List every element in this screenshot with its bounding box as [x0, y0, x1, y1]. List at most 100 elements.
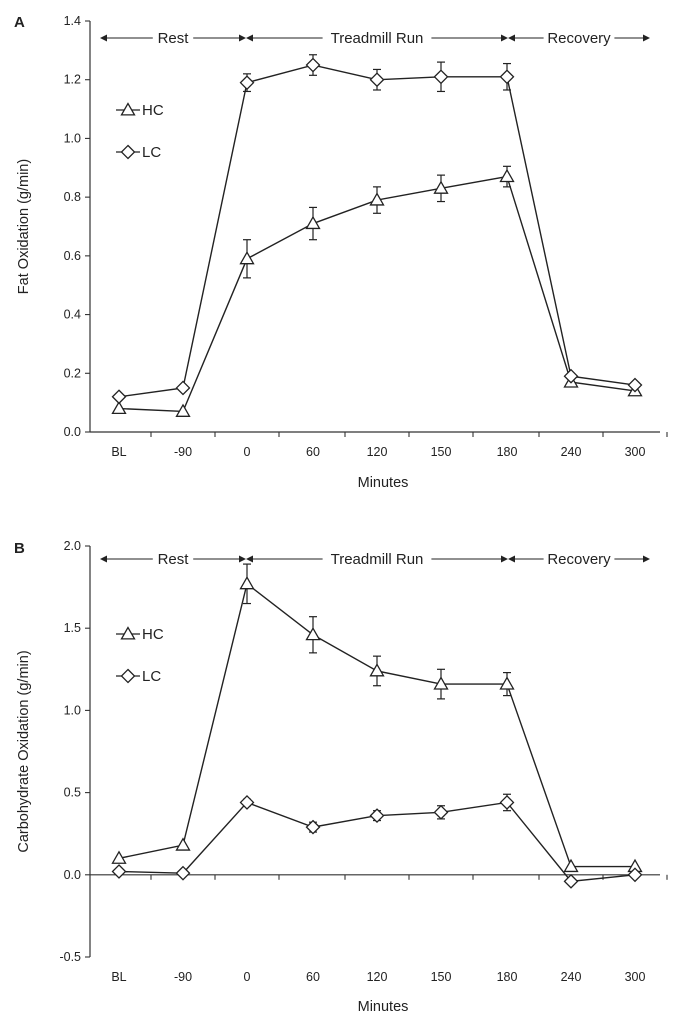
x-tick-label: 180 — [497, 445, 518, 459]
data-point — [175, 837, 191, 851]
phase-label: Recovery — [547, 551, 611, 568]
data-point — [239, 75, 255, 91]
data-point — [369, 192, 385, 206]
phase-treadmill-run: Treadmill Run — [246, 551, 508, 568]
data-point — [305, 57, 321, 73]
data-point — [369, 808, 385, 824]
y-axis-title: Fat Oxidation (g/min) — [16, 159, 32, 294]
triangle-icon — [120, 626, 136, 640]
series-lc — [111, 793, 643, 889]
legend-label: LC — [142, 144, 161, 161]
y-tick-label: 0.0 — [64, 425, 81, 439]
y-tick-label: 1.4 — [64, 14, 81, 28]
data-point — [433, 180, 449, 194]
legend-entry-lc: LC — [116, 668, 161, 685]
chart-panel-A: A 0.0 0.2 0.4 0.6 0.8 1.0 1.2 1.4 BL -90 0 60 120 150 1… — [14, 14, 668, 491]
phase-arrow-head-right — [501, 555, 508, 563]
phase-arrow-head-left — [246, 555, 253, 563]
data-point — [369, 663, 385, 677]
phase-label: Treadmill Run — [331, 30, 424, 47]
x-tick-label: -90 — [174, 970, 192, 984]
x-axis-title: Minutes — [358, 475, 409, 491]
data-point — [433, 69, 449, 85]
data-point — [175, 380, 191, 396]
phase-label: Rest — [158, 551, 190, 568]
y-tick-label: 1.0 — [64, 131, 81, 145]
x-tick-label: 60 — [306, 970, 320, 984]
series-line — [118, 582, 635, 868]
y-tick-label: 1.2 — [64, 73, 81, 87]
x-axis-title: Minutes — [358, 999, 409, 1015]
phase-arrow-head-left — [508, 34, 515, 42]
chart-panel-B: B -0.5 0.0 0.5 1.0 1.5 2.0 BL -90 0 60 120 150 180 240… — [14, 539, 668, 1015]
y-tick-label: 0.2 — [64, 366, 81, 380]
series-hc — [111, 563, 643, 873]
data-point — [111, 400, 127, 415]
phase-label: Treadmill Run — [331, 551, 424, 568]
phase-arrow-head-right — [643, 555, 650, 563]
data-point — [563, 858, 579, 873]
phase-rest: Rest — [100, 30, 246, 47]
legend-label: LC — [142, 668, 161, 685]
phase-arrow-head-left — [246, 34, 253, 42]
data-point — [563, 368, 579, 384]
phase-arrow-head-left — [100, 555, 107, 563]
x-tick-label: BL — [111, 970, 126, 984]
data-point — [305, 626, 321, 641]
y-tick-label: -0.5 — [59, 950, 81, 964]
phase-arrow-head-left — [508, 555, 515, 563]
legend-entry-hc: HC — [116, 102, 164, 119]
data-point — [111, 850, 127, 864]
data-point — [175, 865, 191, 881]
phase-recovery: Recovery — [508, 551, 650, 568]
data-point — [239, 250, 255, 265]
x-tick-label: 300 — [625, 970, 646, 984]
phase-recovery: Recovery — [508, 30, 650, 47]
x-tick-label: 0 — [244, 970, 251, 984]
phase-treadmill-run: Treadmill Run — [246, 30, 508, 47]
x-tick-label: 0 — [244, 445, 251, 459]
x-tick-label: 300 — [625, 445, 646, 459]
x-tick-label: 120 — [367, 445, 388, 459]
data-point — [111, 864, 127, 879]
legend-entry-lc: LC — [116, 144, 161, 161]
data-point — [499, 69, 515, 85]
phase-arrow-head-right — [239, 34, 246, 42]
y-tick-label: 0.8 — [64, 190, 81, 204]
triangle-icon — [120, 102, 136, 116]
data-point — [433, 676, 449, 690]
x-tick-label: -90 — [174, 445, 192, 459]
x-tick-label: 150 — [431, 445, 452, 459]
data-point — [499, 676, 515, 690]
panel-label: A — [14, 14, 25, 31]
data-point — [175, 403, 191, 417]
series-hc — [111, 165, 643, 417]
series-lc — [111, 54, 643, 405]
data-point — [433, 804, 449, 820]
x-tick-label: 120 — [367, 970, 388, 984]
y-tick-label: 0.5 — [64, 786, 81, 800]
x-tick-label: 240 — [561, 970, 582, 984]
phase-arrow-head-left — [100, 34, 107, 42]
data-point — [369, 72, 385, 88]
y-tick-label: 0.6 — [64, 249, 81, 263]
y-axis-title: Carbohydrate Oxidation (g/min) — [16, 650, 32, 852]
phase-rest: Rest — [100, 551, 246, 568]
legend-label: HC — [142, 626, 164, 643]
data-point — [627, 867, 643, 883]
diamond-icon — [120, 668, 136, 684]
data-point — [627, 377, 643, 393]
y-tick-label: 1.0 — [64, 703, 81, 717]
diamond-icon — [120, 144, 136, 160]
data-point — [499, 795, 515, 810]
x-tick-label: BL — [111, 445, 126, 459]
phase-label: Rest — [158, 30, 190, 47]
x-tick-label: 240 — [561, 445, 582, 459]
phase-arrow-head-right — [239, 555, 246, 563]
phase-label: Recovery — [547, 30, 611, 47]
legend-entry-hc: HC — [116, 626, 164, 643]
data-point — [305, 819, 321, 835]
panel-label: B — [14, 540, 25, 557]
series-line — [118, 64, 636, 398]
